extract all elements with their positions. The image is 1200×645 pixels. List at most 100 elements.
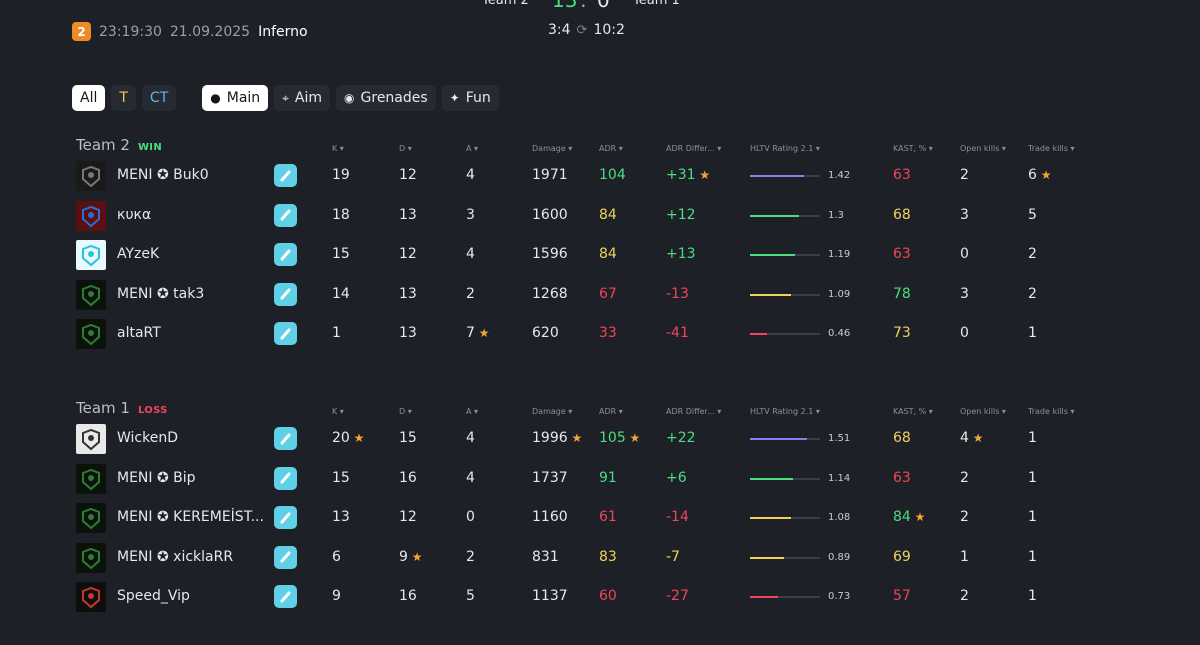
avatar[interactable] [76,503,106,533]
stat-d: 13 [399,286,417,302]
player-row[interactable]: MENI ✪ xicklaRR 6 9 ★ 2 831 83 -7 69 1 1 0.89 [76,542,1086,574]
player-profile-button[interactable] [274,585,297,608]
avatar[interactable] [76,463,106,494]
column-header-9[interactable]: Trade kills [1028,407,1074,416]
tab-all[interactable]: All [72,85,106,111]
column-header-5[interactable]: ADR Differ... [666,407,721,416]
player-profile-button[interactable] [274,427,297,450]
player-name[interactable]: altaRT [117,325,161,341]
stat-value: 33 [599,325,617,341]
pencil-icon [280,591,290,602]
player-profile-button[interactable] [274,506,297,529]
avatar[interactable] [76,424,106,454]
column-header-7[interactable]: KAST, % [893,144,933,153]
column-header-1[interactable]: D [399,144,412,153]
tab-fun[interactable]: ✦ Fun [441,85,499,111]
column-header-2[interactable]: A [466,144,478,153]
stat-damage: 1737 [532,470,568,486]
player-row[interactable]: MENI ✪ Buk0 19 12 4 1971 104 +31 ★ 63 2 6 ★ 1.42 [76,160,1086,192]
column-header-5[interactable]: ADR Differ... [666,144,721,153]
avatar[interactable] [76,161,106,191]
tab-aim[interactable]: ⌖ Aim [274,85,331,111]
player-profile-button[interactable] [274,545,297,569]
player-row[interactable]: AYzeK 15 12 4 1596 84 +13 63 0 2 1.19 [76,239,1086,271]
column-header-3[interactable]: Damage [532,407,572,416]
avatar[interactable] [76,240,106,270]
stat-value: 1 [1028,548,1037,565]
column-header-8[interactable]: Open kills [960,144,1006,153]
column-header-0[interactable]: K [332,144,344,153]
column-header-9[interactable]: Trade kills [1028,144,1074,153]
column-header-0[interactable]: K [332,407,344,416]
column-header-4[interactable]: ADR [599,407,623,416]
column-header-3[interactable]: Damage [532,144,572,153]
player-row[interactable]: MENI ✪ tak3 14 13 2 1268 67 -13 78 3 2 1.09 [76,279,1086,311]
stat-value: 13 [399,206,417,223]
stat-d: 12 [399,167,417,183]
player-name[interactable]: MENI ✪ xicklaRR [117,548,234,565]
player-profile-button[interactable] [274,164,297,187]
player-row[interactable]: MENI ✪ KEREMEİST... 13 12 0 1160 61 -14 84 ★ 2 1 1… [76,502,1086,534]
rating-bar-fill [750,438,808,440]
column-header-7[interactable]: KAST, % [893,407,933,416]
avatar[interactable] [76,582,106,612]
pencil-icon [280,472,290,484]
stat-value: 1 [1028,588,1037,604]
column-header-6[interactable]: HLTV Rating 2.1 [750,144,820,153]
player-name[interactable]: MENI ✪ Buk0 [117,167,209,183]
column-header-4[interactable]: ADR [599,144,623,153]
stat-value: 60 [599,588,617,604]
avatar[interactable] [76,200,106,231]
tab-aim-label: Aim [294,90,323,106]
player-name[interactable]: AYzeK [117,246,160,262]
player-profile-button[interactable] [274,282,297,306]
player-profile-button[interactable] [274,322,297,345]
star-icon: ★ [474,326,490,340]
avatar[interactable] [76,279,106,310]
stat-value: 83 [599,548,617,565]
stat-value: 91 [599,469,617,486]
tab-grenades-label: Grenades [360,90,428,106]
tab-main[interactable]: ● Main [202,85,269,111]
rating-bar-fill [750,175,804,177]
stat-value: 2 [960,588,969,604]
player-row[interactable]: WickenD 20 ★ 15 4 1996 ★ 105 ★ +22 68 4 ★ 1 1.51 [76,423,1086,455]
team-title: Team 1 LOSS [76,399,168,417]
stat-adr: 84 [599,207,617,223]
player-name[interactable]: кυкα [117,206,152,223]
player-profile-button[interactable] [274,466,297,490]
avatar[interactable] [76,542,106,573]
stat-value: +6 [666,469,687,486]
player-row[interactable]: кυкα 18 13 3 1600 84 +12 68 3 5 1.3 [76,200,1086,232]
tab-grenades[interactable]: ◉ Grenades [336,85,436,111]
stat-adr: 83 [599,549,617,565]
stat-value: 13 [332,509,350,525]
column-header-2[interactable]: A [466,407,478,416]
player-name[interactable]: Speed_Vip [117,588,190,604]
player-profile-button[interactable] [274,203,297,227]
player-name[interactable]: WickenD [117,430,178,446]
stat-k: 6 [332,549,341,565]
stat-kast: 57 [893,588,911,604]
stat-value: 5 [466,588,475,604]
player-name[interactable]: MENI ✪ Bip [117,469,196,486]
player-row[interactable]: Speed_Vip 9 16 5 1137 60 -27 57 2 1 0.73 [76,581,1086,613]
stat-value: 19 [332,167,350,183]
column-header-6[interactable]: HLTV Rating 2.1 [750,407,820,416]
avatar[interactable] [76,319,106,349]
stat-a: 3 [466,207,475,223]
stat-adr-diff: -41 [666,325,689,341]
column-header-1[interactable]: D [399,407,412,416]
player-row[interactable]: altaRT 1 13 7 ★ 620 33 -41 73 0 1 0.46 [76,318,1086,350]
stat-value: 1 [960,548,969,565]
player-name[interactable]: MENI ✪ KEREMEİST... [117,509,264,525]
stat-adr-diff: -27 [666,588,689,604]
team-title: Team 2 WIN [76,136,162,154]
player-profile-button[interactable] [274,243,297,266]
column-header-8[interactable]: Open kills [960,407,1006,416]
stat-value: 2 [466,285,475,302]
player-row[interactable]: MENI ✪ Bip 15 16 4 1737 91 +6 63 2 1 1.14 [76,463,1086,495]
player-name[interactable]: MENI ✪ tak3 [117,285,205,302]
tab-ct[interactable]: CT [141,85,177,111]
tab-t[interactable]: T [111,85,136,111]
